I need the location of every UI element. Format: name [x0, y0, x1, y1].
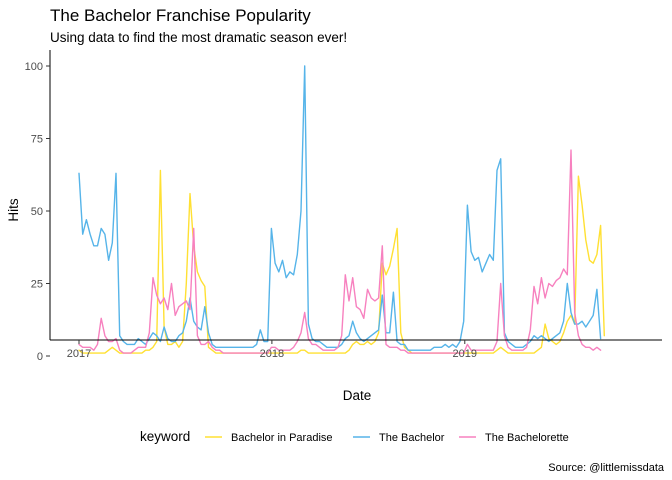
plot-area: 0 25 50 75 100 2017 2018 2019 [25, 50, 662, 363]
y-tick-label: 100 [25, 61, 43, 73]
y-axis-ticks: 0 25 50 75 100 [25, 61, 50, 363]
series-line-the-bachelorette [78, 149, 602, 354]
series-layer [78, 65, 605, 354]
y-tick-label: 75 [31, 134, 43, 146]
legend-label-bachelor-in-paradise: Bachelor in Paradise [231, 432, 333, 444]
legend: keyword Bachelor in Paradise The Bachelor… [140, 429, 569, 444]
chart-title: The Bachelor Franchise Popularity [50, 6, 311, 25]
legend-items: Bachelor in Paradise The Bachelor The Bach… [205, 432, 569, 444]
x-axis-title: Date [343, 388, 372, 403]
chart-subtitle: Using data to find the most dramatic sea… [50, 30, 347, 45]
series-line-bachelor-in-paradise [78, 169, 605, 354]
legend-label-the-bachelorette: The Bachelorette [485, 432, 569, 444]
legend-label-the-bachelor: The Bachelor [379, 432, 445, 444]
y-tick-label: 50 [31, 206, 43, 218]
legend-title: keyword [140, 429, 190, 444]
y-axis-title: Hits [6, 198, 21, 221]
x-tick-label: 2019 [453, 348, 477, 360]
y-tick-label: 25 [31, 279, 43, 291]
x-axis-ticks: 2017 2018 2019 [67, 340, 477, 360]
x-tick-label: 2017 [67, 348, 91, 360]
y-tick-label: 0 [37, 351, 43, 363]
series-line-the-bachelor [78, 65, 602, 351]
caption: Source: @littlemissdata [548, 462, 665, 474]
x-tick-label: 2018 [260, 348, 284, 360]
